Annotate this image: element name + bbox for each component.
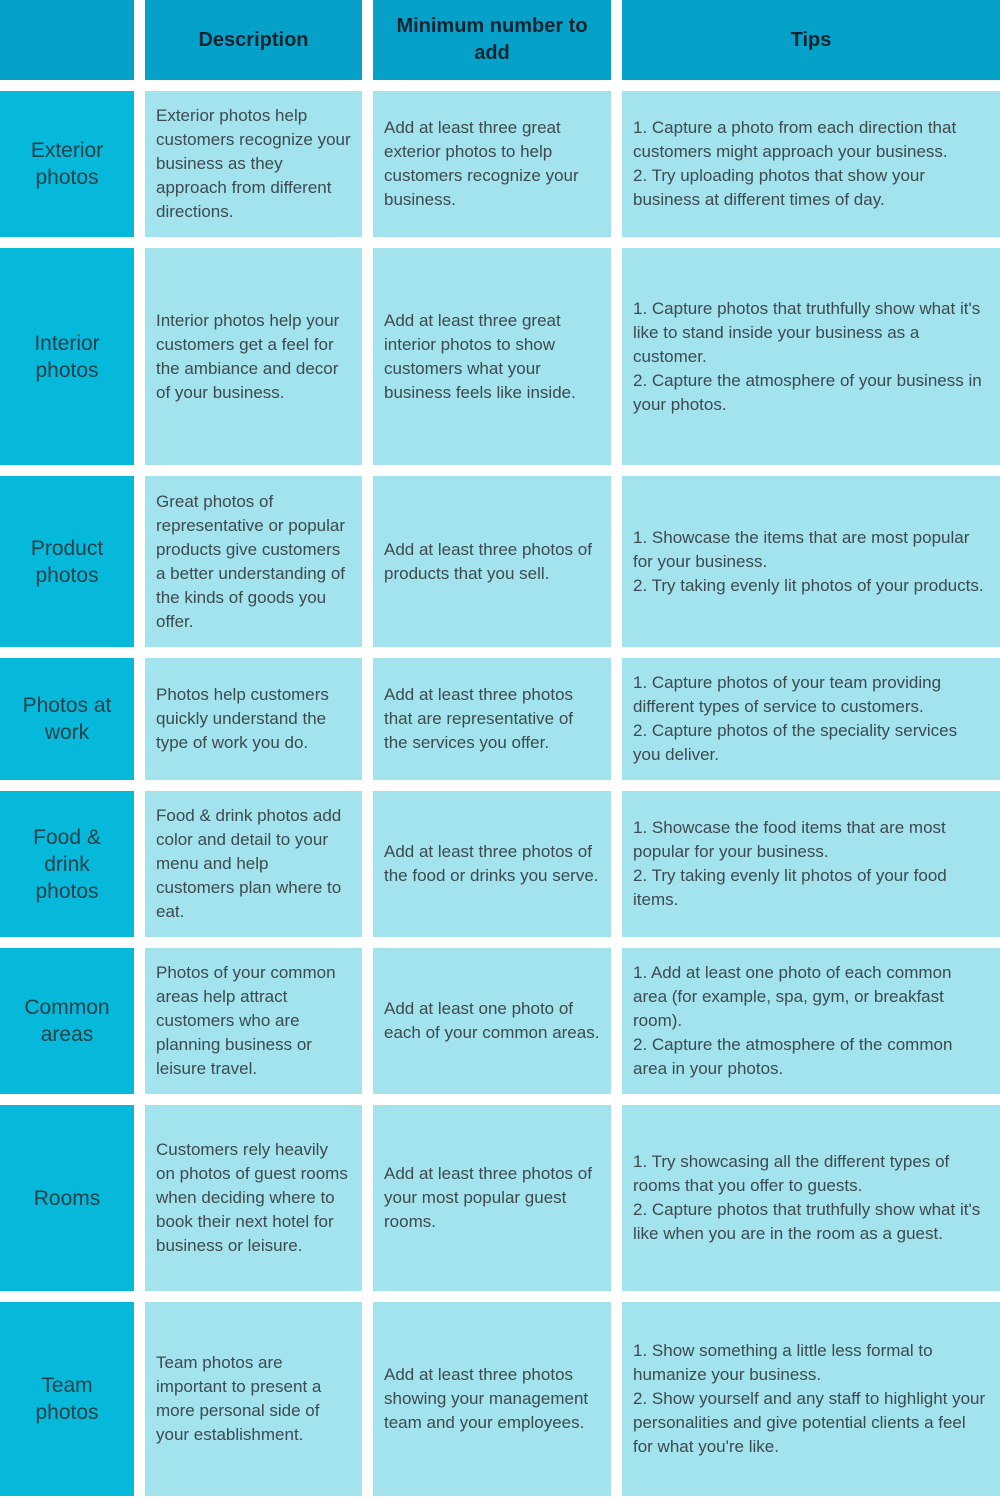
minimum-cell: Add at least three photos showing your m…: [373, 1302, 611, 1496]
minimum-cell: Add at least three great interior photos…: [373, 248, 611, 465]
tips-cell: 1. Try showcasing all the different type…: [622, 1105, 1000, 1291]
description-cell: Photos of your common areas help attract…: [145, 948, 362, 1094]
minimum-cell: Add at least one photo of each of your c…: [373, 948, 611, 1094]
row-label-common-areas: Common areas: [0, 948, 134, 1094]
description-cell: Great photos of representative or popula…: [145, 476, 362, 647]
description-cell: Customers rely heavily on photos of gues…: [145, 1105, 362, 1291]
row-label-product-photos: Product photos: [0, 476, 134, 647]
minimum-cell: Add at least three great exterior photos…: [373, 91, 611, 237]
description-cell: Interior photos help your customers get …: [145, 248, 362, 465]
tips-cell: 1. Show something a little less formal t…: [622, 1302, 1000, 1496]
tips-cell: 1. Showcase the items that are most popu…: [622, 476, 1000, 647]
tips-cell: 1. Showcase the food items that are most…: [622, 791, 1000, 937]
description-cell: Team photos are important to present a m…: [145, 1302, 362, 1496]
row-label-exterior-photos: Exterior photos: [0, 91, 134, 237]
description-cell: Food & drink photos add color and detail…: [145, 791, 362, 937]
tips-cell: 1. Capture a photo from each direction t…: [622, 91, 1000, 237]
minimum-cell: Add at least three photos of products th…: [373, 476, 611, 647]
minimum-cell: Add at least three photos of your most p…: [373, 1105, 611, 1291]
row-label-interior-photos: Interior photos: [0, 248, 134, 465]
row-label-team-photos: Team photos: [0, 1302, 134, 1496]
minimum-cell: Add at least three photos of the food or…: [373, 791, 611, 937]
tips-cell: 1. Capture photos of your team providing…: [622, 658, 1000, 780]
row-label-food-drink-photos: Food & drink photos: [0, 791, 134, 937]
header-minimum-number: Minimum number to add: [373, 0, 611, 80]
header-tips: Tips: [622, 0, 1000, 80]
header-corner-cell: [0, 0, 134, 80]
tips-cell: 1. Add at least one photo of each common…: [622, 948, 1000, 1094]
description-cell: Exterior photos help customers recognize…: [145, 91, 362, 237]
description-cell: Photos help customers quickly understand…: [145, 658, 362, 780]
header-description: Description: [145, 0, 362, 80]
minimum-cell: Add at least three photos that are repre…: [373, 658, 611, 780]
tips-cell: 1. Capture photos that truthfully show w…: [622, 248, 1000, 465]
row-label-rooms: Rooms: [0, 1105, 134, 1291]
row-label-photos-at-work: Photos at work: [0, 658, 134, 780]
